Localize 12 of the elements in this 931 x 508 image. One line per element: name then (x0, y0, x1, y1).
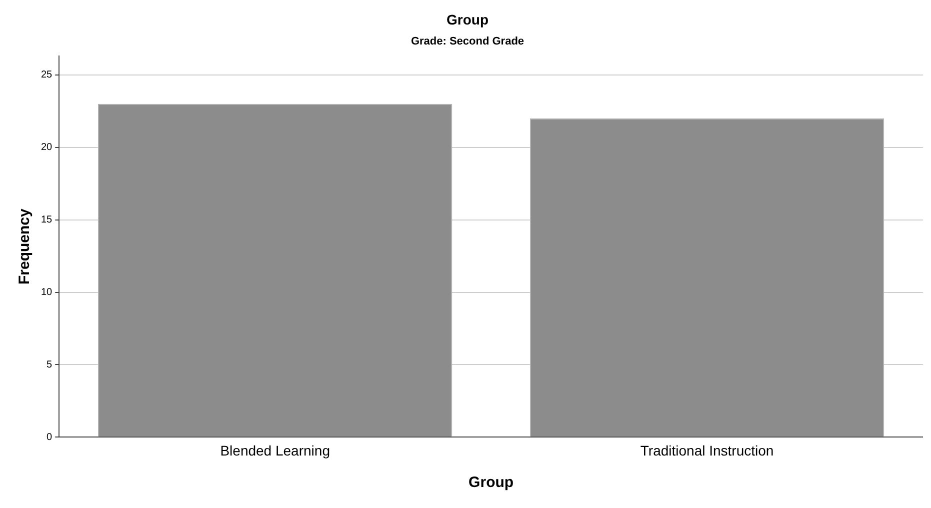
y-tick-label: 0 (46, 432, 53, 443)
x-tick-label: Traditional Instruction (640, 442, 774, 458)
y-axis-title: Frequency (16, 208, 34, 285)
x-axis-title: Group (468, 474, 514, 492)
y-tick-label: 5 (46, 359, 53, 370)
y-tick-label: 10 (41, 287, 53, 298)
chart-subtitle: Grade: Second Grade (410, 35, 524, 48)
chart-title: Group (446, 11, 488, 28)
x-tick-label: Blended Learning (220, 442, 330, 458)
y-tick-label: 20 (41, 142, 53, 154)
y-tick-label: 15 (41, 214, 53, 226)
y-tick-label: 25 (41, 70, 53, 81)
